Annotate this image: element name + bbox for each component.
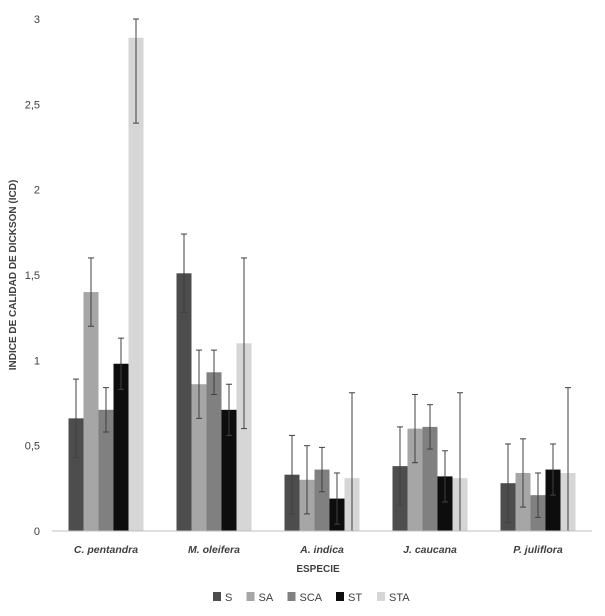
bar-sta (128, 37, 144, 531)
error-bar (289, 434, 295, 515)
error-bar (520, 438, 526, 508)
error-bar (427, 404, 433, 450)
error-bar (226, 383, 232, 436)
legend-swatch (213, 592, 221, 601)
x-tick-label: M. oleifera (188, 544, 240, 556)
bar-st (221, 409, 237, 531)
bar-sa (83, 292, 99, 531)
bar-st (113, 363, 129, 531)
error-bar (412, 393, 418, 464)
legend-swatch (336, 592, 344, 601)
legend: S SA SCA ST STA (213, 592, 410, 604)
error-bar (505, 443, 511, 523)
x-axis-title: ESPECIE (296, 564, 340, 575)
error-bar (211, 349, 217, 395)
bar-sca (422, 426, 438, 531)
error-bar (103, 387, 109, 433)
error-bar (241, 257, 247, 430)
legend-label: S (225, 592, 232, 604)
x-tick-label: C. pentandra (74, 544, 138, 556)
legend-label: ST (348, 592, 362, 604)
legend-swatch (287, 592, 296, 601)
bar-st (437, 476, 453, 531)
error-bar (133, 18, 139, 124)
y-axis-title: INDICE DE CALIDAD DE DICKSON (ICD) (8, 180, 19, 371)
legend-label: SA (259, 592, 274, 604)
x-axis-category-labels: C. pentandra M. oleifera A. indica J. cauca… (74, 544, 563, 556)
error-bar (181, 233, 187, 314)
legend-item-s: S (213, 592, 232, 604)
legend-item-st: ST (336, 592, 362, 604)
y-tick-label: 0,5 (25, 441, 40, 453)
error-bar (334, 472, 340, 525)
bar-s (176, 273, 192, 531)
legend-item-sta: STA (377, 592, 410, 604)
bar-st (545, 469, 561, 531)
error-bar (196, 349, 202, 419)
bar-sca (206, 372, 222, 531)
legend-label: STA (389, 592, 410, 604)
bar-sca (98, 409, 114, 531)
error-bar (88, 257, 94, 327)
x-tick-label: A. indica (299, 544, 344, 556)
y-tick-label: 3 (34, 14, 40, 26)
bar-sca (314, 469, 330, 531)
y-tick-label: 1 (34, 355, 40, 367)
error-bar (397, 426, 403, 506)
error-bar (319, 446, 325, 493)
y-tick-label: 2,5 (25, 99, 40, 111)
y-tick-label: 1,5 (25, 270, 40, 282)
bar-sta (236, 343, 252, 531)
legend-swatch (246, 592, 255, 601)
error-bar (118, 337, 124, 390)
x-tick-label: J. caucana (403, 544, 457, 556)
error-bar (550, 443, 556, 496)
legend-item-sa: SA (246, 592, 274, 604)
legend-label: SCA (300, 592, 323, 604)
y-axis-ticks: 0 0,5 1 1,5 2 2,5 3 (25, 14, 40, 538)
legend-item-sca: SCA (287, 592, 323, 604)
bar-sa (407, 428, 423, 531)
error-bar (304, 445, 310, 515)
y-tick-label: 0 (34, 526, 40, 538)
legend-swatch (377, 592, 385, 601)
x-tick-label: P. juliflora (513, 544, 563, 556)
y-tick-label: 2 (34, 185, 40, 197)
bar-s (68, 418, 84, 531)
error-bar (535, 472, 541, 518)
error-bars (73, 18, 571, 532)
bar-sa (191, 384, 207, 531)
bar-series (68, 37, 576, 531)
error-bar (442, 450, 448, 503)
error-bar (73, 378, 79, 459)
